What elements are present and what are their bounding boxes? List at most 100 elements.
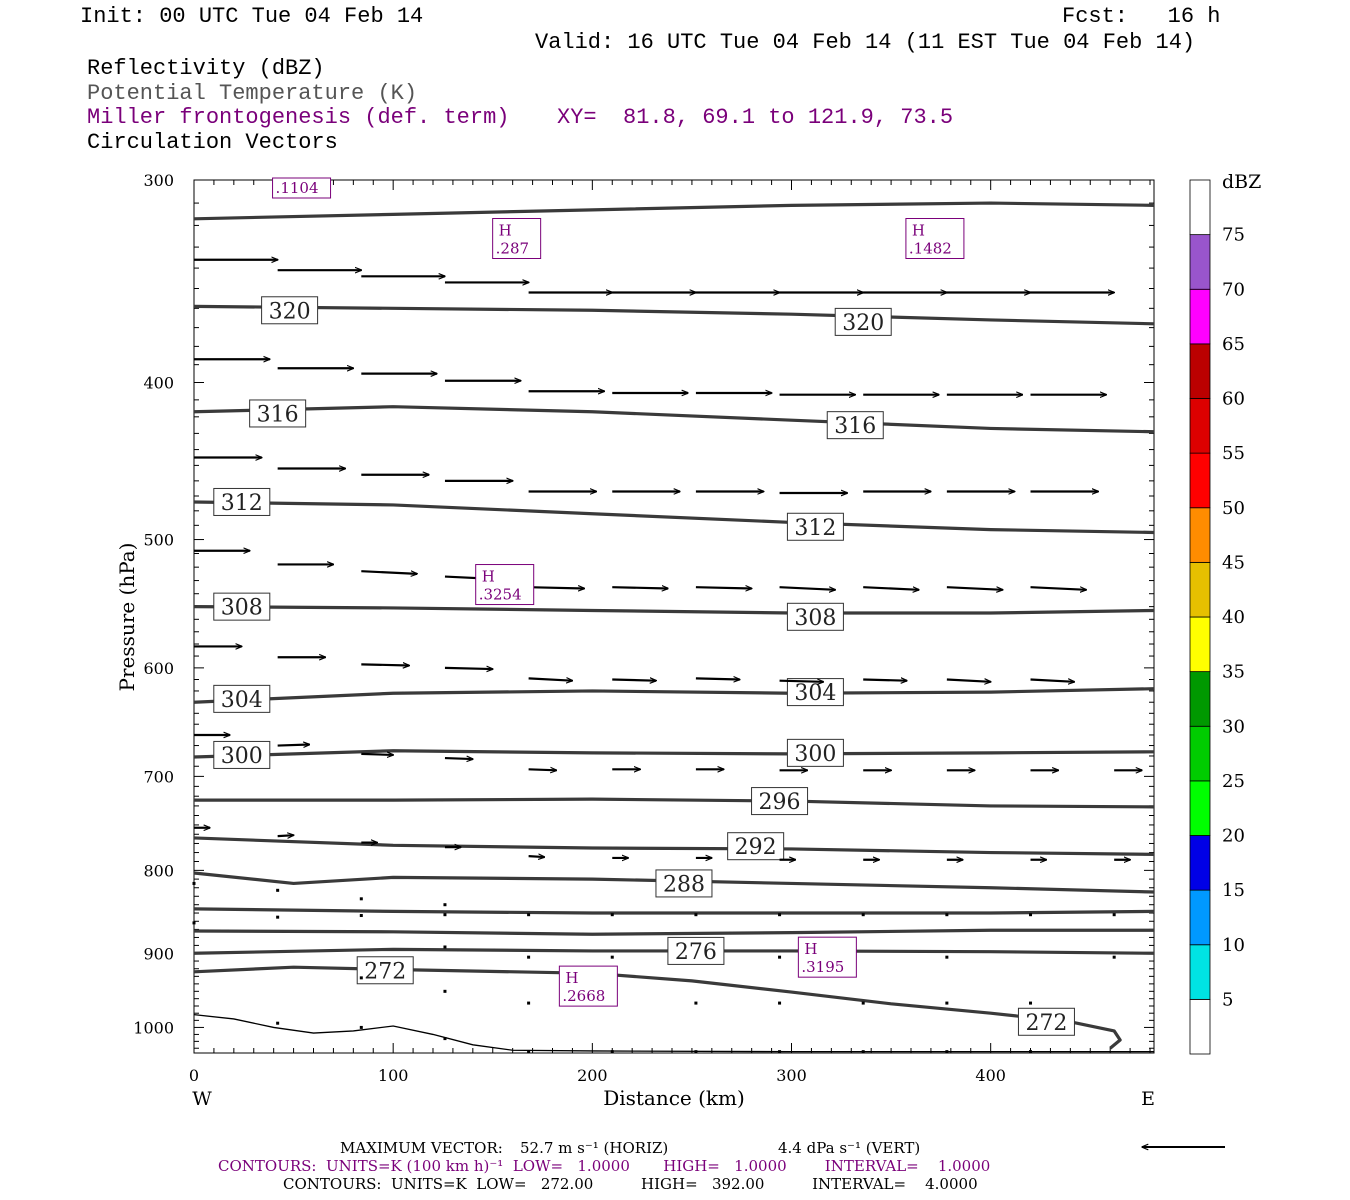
colorbar-band [1189, 835, 1211, 891]
circulation-vector-dot [694, 1001, 698, 1005]
ground-boundary-line [193, 1013, 1154, 1053]
circulation-vector [277, 744, 310, 745]
circulation-vector-dot [527, 913, 531, 917]
contours-theta-info: CONTOURS: UNITS=K LOW= 272.00 HIGH= 392.… [283, 1175, 978, 1193]
theta-contour-320 [193, 304, 1155, 326]
fronto-max-H: H [482, 568, 495, 586]
theta-label-box [826, 411, 884, 440]
x-tick-label: 400 [975, 1066, 1006, 1085]
fronto-max-value: .3254 [479, 586, 522, 604]
circulation-vector [1030, 680, 1075, 682]
circulation-vector-dot [359, 914, 363, 918]
theta-label-box [786, 738, 844, 767]
circulation-vector [444, 668, 493, 669]
fronto-max-box [797, 936, 857, 978]
theta-label-300: 300 [794, 742, 836, 767]
circulation-vector-dot [1029, 1050, 1033, 1054]
colorbar-tick-label: 75 [1222, 225, 1245, 246]
circulation-vector-dot [945, 1001, 949, 1005]
y-tick-label: 700 [143, 767, 174, 786]
fronto-max-value: .2668 [562, 987, 605, 1005]
theta-label-320: 320 [842, 311, 884, 336]
field-theta: Potential Temperature (K) [87, 81, 418, 106]
forecast-hour: Fcst: 16 h [1062, 4, 1221, 29]
theta-label-288: 288 [663, 872, 705, 897]
circulation-vector [946, 586, 1003, 590]
colorbar-band [1189, 671, 1211, 727]
circulation-vector [528, 587, 585, 588]
valid-time: Valid: 16 UTC Tue 04 Feb 14 (11 EST Tue … [535, 30, 1196, 55]
colorbar-tick-label: 30 [1222, 716, 1245, 737]
theta-contour-288 [193, 871, 1155, 894]
colorbar-band [1189, 561, 1211, 618]
theta-label-312: 312 [794, 516, 836, 541]
circulation-vector-dot [945, 955, 949, 959]
x-end-label-east: E [1141, 1088, 1155, 1110]
colorbar-tick-label: 50 [1222, 498, 1245, 519]
max-vector-label: MAXIMUM VECTOR: [340, 1139, 503, 1157]
circulation-vector-dot [861, 913, 865, 917]
fronto-max-H: H [499, 222, 512, 240]
fronto-max-H: H [912, 222, 925, 240]
circulation-vector [528, 769, 557, 770]
circulation-vector [695, 678, 740, 679]
x-tick-label: 100 [378, 1066, 409, 1085]
max-vector-horiz: 52.7 m s⁻¹ (HORIZ) [520, 1139, 669, 1157]
circulation-vector-dot [610, 955, 614, 959]
colorbar-band [1189, 998, 1211, 1055]
theta-contour-312 [193, 500, 1155, 535]
circulation-vector-dot [778, 1001, 782, 1005]
circulation-vector [612, 680, 656, 681]
theta-label-box [213, 684, 271, 713]
colorbar-tick-label: 25 [1222, 771, 1245, 792]
circulation-vector-dot [276, 1021, 280, 1025]
circulation-vector-dot [359, 1025, 363, 1029]
colorbar-tick-label: 70 [1222, 279, 1245, 300]
theta-label-316: 316 [257, 402, 299, 427]
colorbar-band [1189, 398, 1211, 454]
circulation-vector-dot [443, 945, 447, 949]
theta-label-272: 272 [1025, 1011, 1067, 1036]
circulation-vector-dot [861, 1050, 865, 1054]
theta-label-box [786, 512, 844, 541]
x-tick-label: 200 [577, 1066, 608, 1085]
y-tick-label: 600 [143, 659, 174, 678]
circulation-vector [863, 586, 919, 590]
circulation-vector-dot [527, 1001, 531, 1005]
circulation-vector-dot [276, 888, 280, 892]
colorbar-tick-label: 40 [1222, 607, 1245, 628]
circulation-vector [361, 570, 417, 574]
y-tick-label: 1000 [133, 1018, 174, 1037]
circulation-vector [361, 754, 393, 755]
theta-label-304: 304 [221, 688, 263, 713]
circulation-vector-dot [443, 903, 447, 907]
theta-label-box [786, 602, 844, 631]
theta-label-316: 316 [834, 414, 876, 439]
circulation-vector-dot [1112, 955, 1116, 959]
circulation-vector [946, 680, 991, 682]
theta-label-box [751, 787, 809, 816]
circulation-vector-dot [694, 1050, 698, 1054]
theta-contour-300 [193, 749, 1155, 759]
theta-label-box [667, 936, 725, 965]
theta-label-box [213, 487, 271, 516]
colorbar-band [1189, 889, 1211, 946]
field-frontogenesis: Miller frontogenesis (def. term) [87, 105, 510, 130]
plot-frame [193, 179, 1155, 1054]
colorbar-tick-label: 15 [1222, 880, 1245, 901]
circulation-vector-dot [443, 989, 447, 993]
circulation-vector-dot [945, 913, 949, 917]
theta-contour-316 [193, 405, 1155, 434]
theta-contour-292 [193, 836, 1155, 856]
circulation-vector-dot [192, 881, 196, 885]
circulation-vector [528, 856, 545, 857]
theta-label-312: 312 [221, 491, 263, 516]
y-tick-label: 500 [143, 531, 174, 550]
colorbar-band [1189, 288, 1211, 345]
fronto-max-H: H [565, 969, 578, 987]
y-axis-label: Pressure (hPa) [115, 543, 139, 692]
colorbar-title: dBZ [1222, 171, 1261, 193]
x-end-label-west: W [192, 1088, 212, 1110]
circulation-vector [361, 664, 409, 665]
